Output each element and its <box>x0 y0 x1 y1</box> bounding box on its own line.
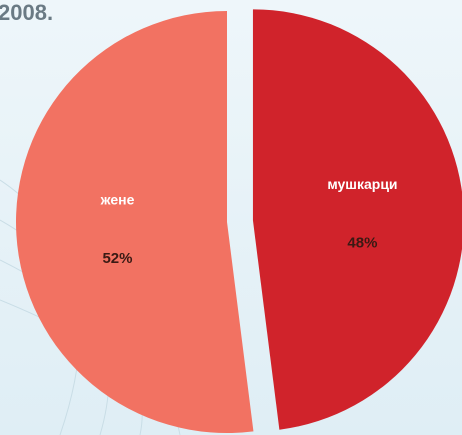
category-label: мушкарци <box>327 176 397 192</box>
chart-title: 2008. <box>0 0 53 25</box>
pie-slice <box>16 11 254 433</box>
data-label: 48% <box>347 234 377 251</box>
pie-slice <box>252 9 462 430</box>
data-label: 52% <box>102 250 132 267</box>
category-label: жене <box>100 192 135 208</box>
